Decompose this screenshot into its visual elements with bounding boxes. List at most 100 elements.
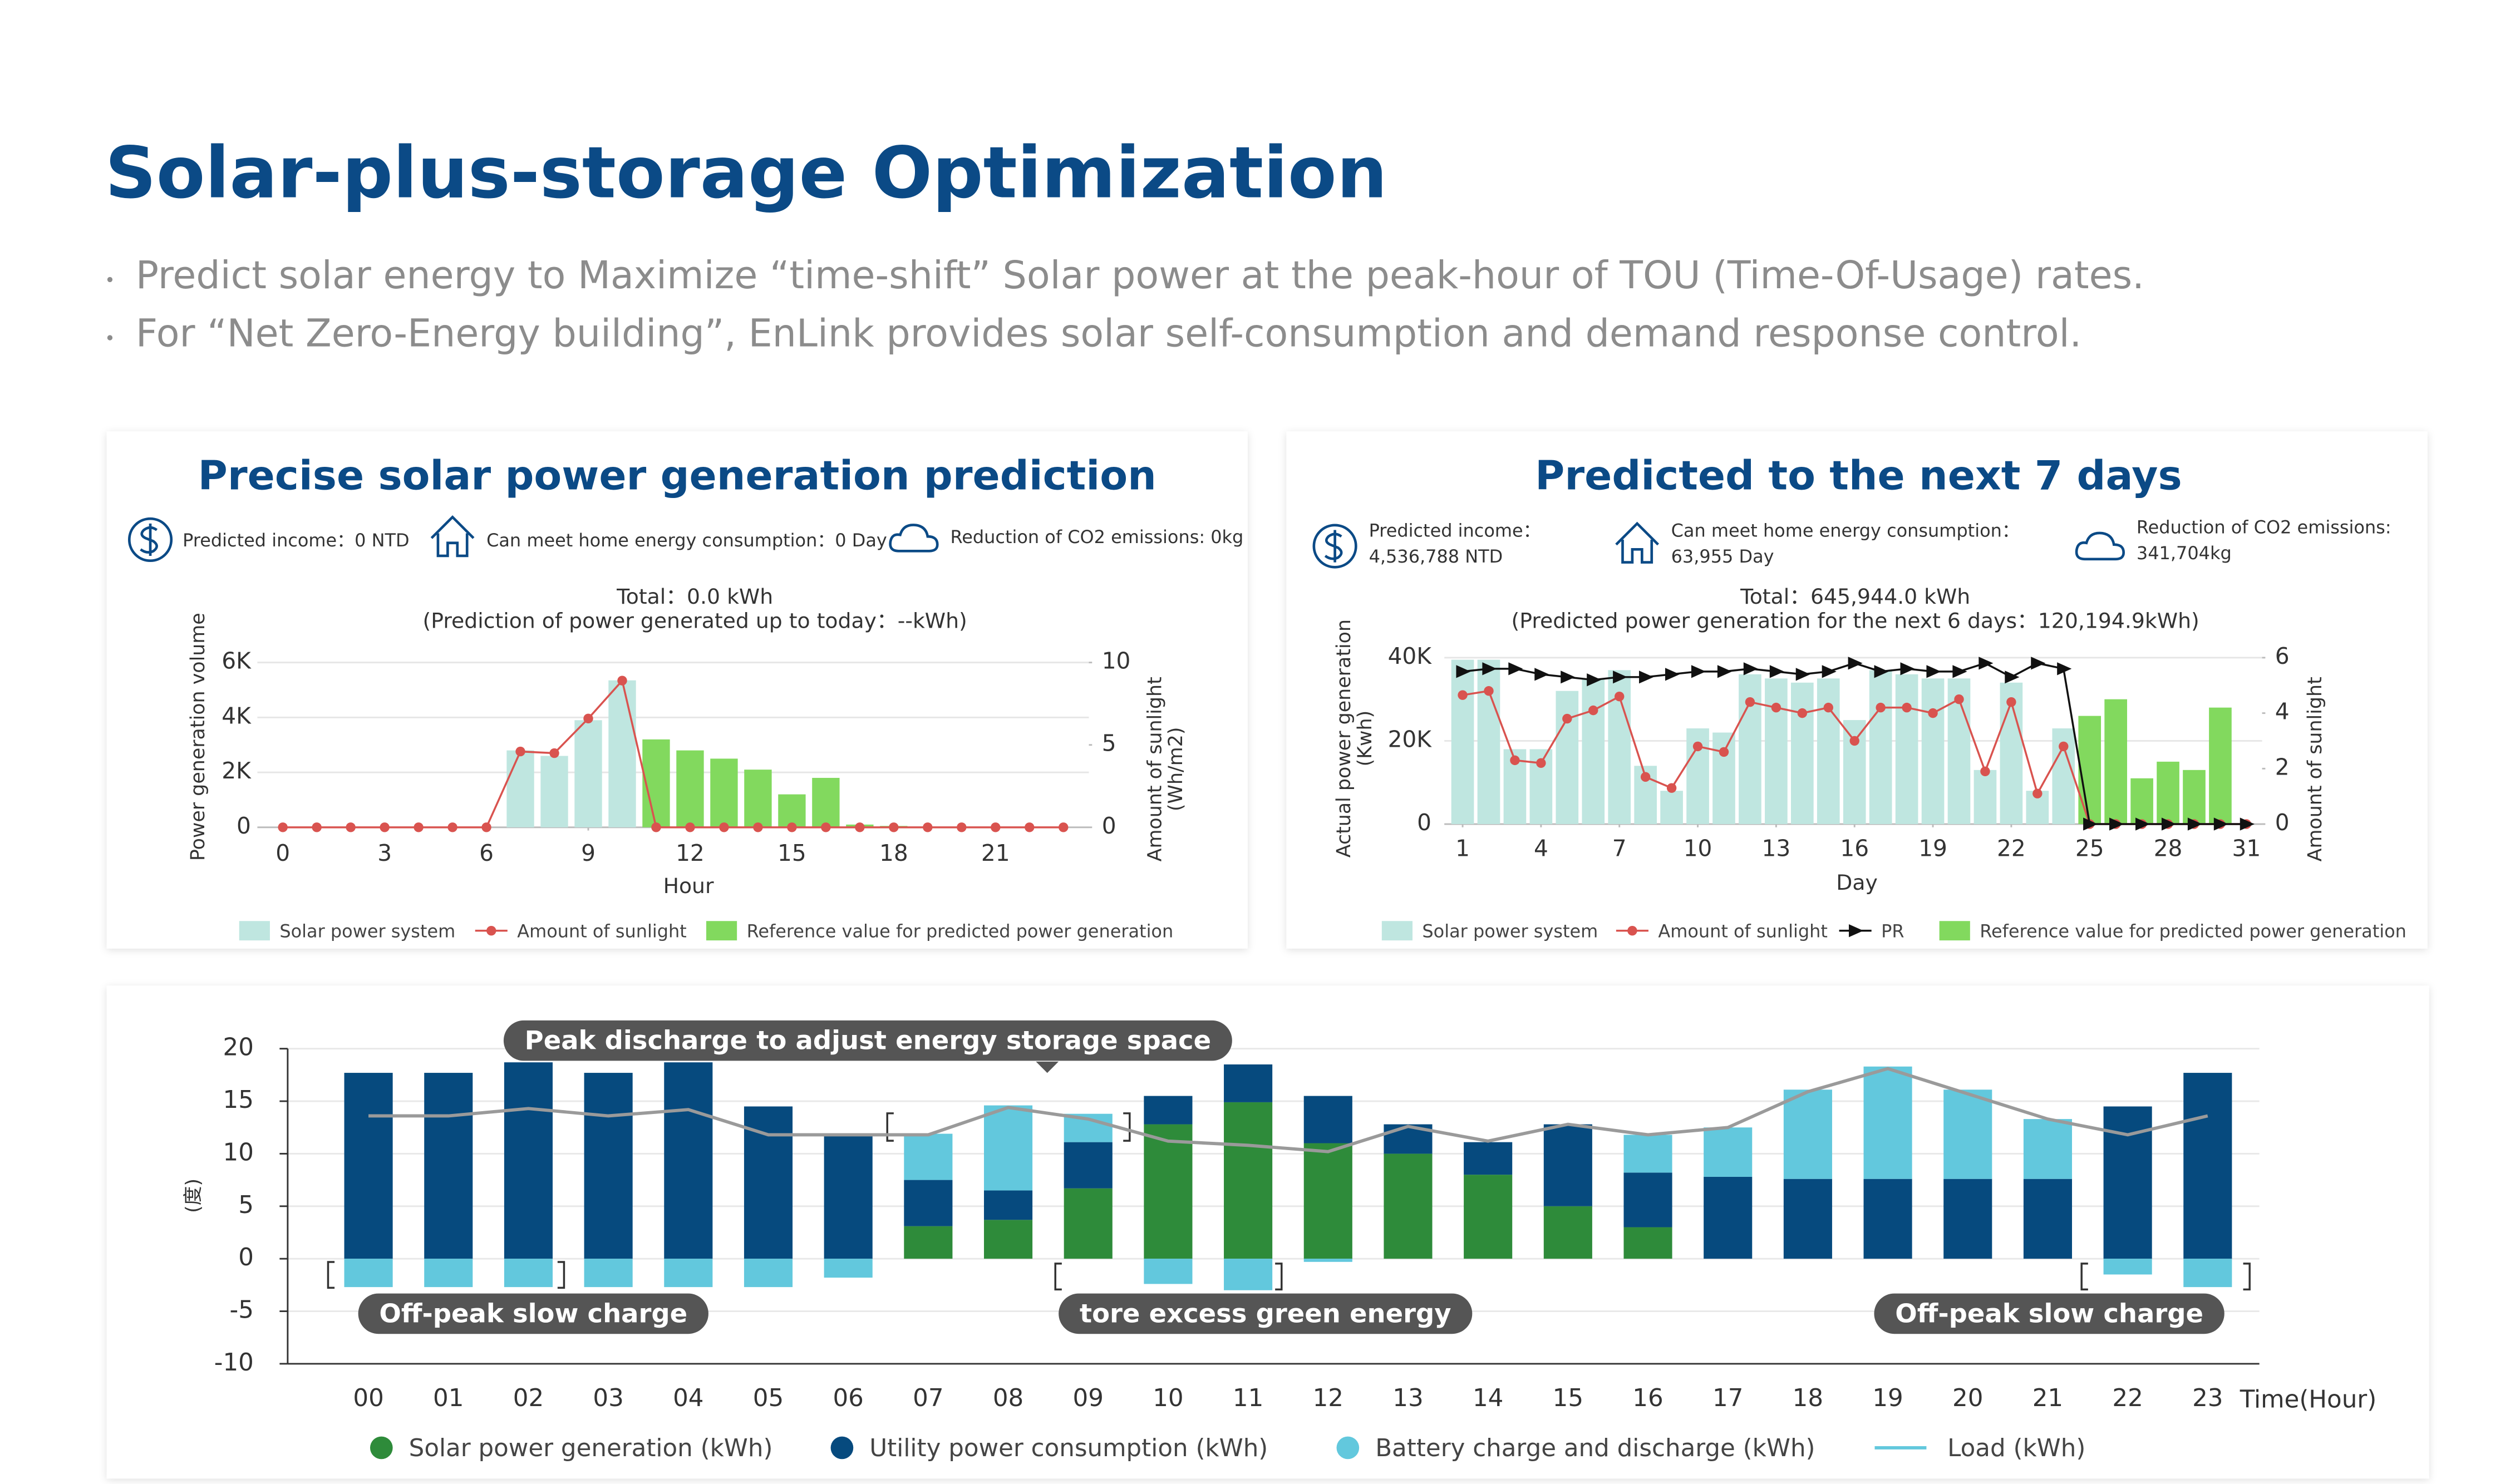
line-marker (1717, 665, 1733, 678)
line-marker (481, 822, 491, 832)
x-tick-label: 01 (433, 1384, 464, 1412)
chart-subtitle: (Prediction of power generated up to tod… (423, 609, 967, 633)
bar-segment (983, 1105, 1033, 1191)
y2-axis-label: Amount of sunlight (1144, 677, 1166, 861)
stat-value: 4,536,788 NTD (1369, 546, 1503, 567)
x-tick-label: 15 (1553, 1384, 1583, 1412)
bar (2209, 707, 2232, 825)
y-tick-label: 10 (223, 1138, 253, 1166)
x-tick-label: 09 (1073, 1384, 1104, 1412)
y2-tick-label: 6 (2275, 643, 2290, 669)
x-tick-label: 12 (1313, 1384, 1343, 1412)
bar-segment (824, 1135, 873, 1259)
line-marker (1639, 670, 1654, 684)
legend-label: Battery charge and discharge (kWh) (1375, 1434, 1815, 1462)
bar-segment (584, 1259, 633, 1288)
y-tick-label: 6K (222, 648, 252, 674)
y-tick-label: 20 (223, 1034, 253, 1062)
line-marker (1745, 697, 1755, 707)
x-axis-label: Time(Hour) (2240, 1386, 2376, 1414)
x-tick-label: 21 (981, 840, 1010, 866)
bar-segment (904, 1226, 953, 1259)
line-marker (2006, 697, 2016, 707)
bar-segment (504, 1259, 553, 1288)
line-marker (1928, 708, 1938, 718)
bar-segment (744, 1106, 793, 1259)
legend-swatch (1627, 925, 1637, 936)
legend-swatch (706, 921, 737, 941)
bar-segment (1464, 1175, 1513, 1259)
x-tick-label: 23 (2192, 1384, 2223, 1412)
line-marker (2032, 788, 2043, 798)
line-marker (1025, 822, 1035, 832)
y2-tick-label: 10 (1102, 648, 1131, 674)
bar-segment (1224, 1259, 1273, 1290)
line-marker (380, 822, 390, 832)
co2-icon (2075, 531, 2125, 561)
x-tick-label: 9 (581, 840, 596, 866)
stat-label: Predicted income： (1369, 520, 1541, 541)
bar-segment (1704, 1127, 1753, 1177)
line-marker (1640, 772, 1651, 782)
bar-segment (664, 1259, 713, 1288)
income-icon (1324, 530, 1343, 563)
stat-value: 341,704kg (2137, 543, 2232, 564)
legend-label: PR (1881, 921, 1904, 942)
y-tick-label: 4K (222, 702, 252, 729)
y-tick-label: 0 (238, 1244, 254, 1271)
stat-text: Reduction of CO2 emissions: 0kg (950, 526, 1243, 548)
line-marker (549, 748, 559, 758)
line-marker (2059, 741, 2069, 752)
line-marker (1510, 755, 1520, 766)
bar-segment (1144, 1124, 1193, 1259)
x-tick-label: 22 (2112, 1384, 2143, 1412)
bar-segment (1623, 1135, 1672, 1173)
line-marker (1534, 668, 1549, 681)
bar-segment (664, 1062, 713, 1259)
bullet-text: Predict solar energy to Maximize “time-s… (136, 254, 2144, 298)
home-icon (430, 515, 475, 558)
legend-swatch (830, 1436, 854, 1460)
income-icon (127, 517, 173, 563)
bracket (1275, 1263, 1283, 1291)
y-tick-label: 5 (238, 1191, 254, 1219)
bar-segment (2023, 1179, 2072, 1259)
line-marker (515, 746, 525, 757)
card (1286, 431, 2428, 949)
line-marker (1849, 736, 1859, 746)
line-marker (278, 822, 288, 832)
legend-label: Amount of sunlight (517, 921, 687, 942)
bar (2183, 770, 2206, 825)
x-tick-label: 10 (1684, 835, 1712, 861)
line-marker (1456, 665, 1471, 678)
load-line (368, 1067, 2208, 1153)
line-marker (1743, 662, 1758, 676)
y-tick-label: 20K (1388, 726, 1433, 752)
page-title: Solar-plus-storage Optimization (105, 132, 1387, 215)
income-icon (140, 523, 158, 556)
x-tick-label: 28 (2154, 835, 2183, 861)
bar-segment (744, 1259, 793, 1288)
x-tick-label: 22 (1997, 835, 2026, 861)
bar-segment (2023, 1119, 2072, 1179)
y2-axis-label: Amount of sunlight (2304, 677, 2326, 861)
bar (540, 756, 568, 827)
y2-tick-label: 4 (2275, 698, 2290, 725)
bar (1843, 720, 1866, 825)
line-marker (1769, 665, 1784, 678)
y-axis-label: (Kwh) (1354, 711, 1376, 767)
bar (1556, 691, 1579, 825)
bar-segment (1543, 1124, 1592, 1206)
line-marker (685, 822, 695, 832)
x-tick-label: 13 (1392, 1384, 1423, 1412)
bar-segment (344, 1073, 393, 1259)
x-tick-label: 3 (377, 840, 392, 866)
line-marker (753, 822, 763, 832)
bar-segment (1064, 1188, 1113, 1259)
x-tick-label: 06 (833, 1384, 863, 1412)
x-tick-label: 07 (913, 1384, 943, 1412)
bracket (2080, 1263, 2088, 1291)
y-tick-label: 15 (223, 1086, 253, 1114)
